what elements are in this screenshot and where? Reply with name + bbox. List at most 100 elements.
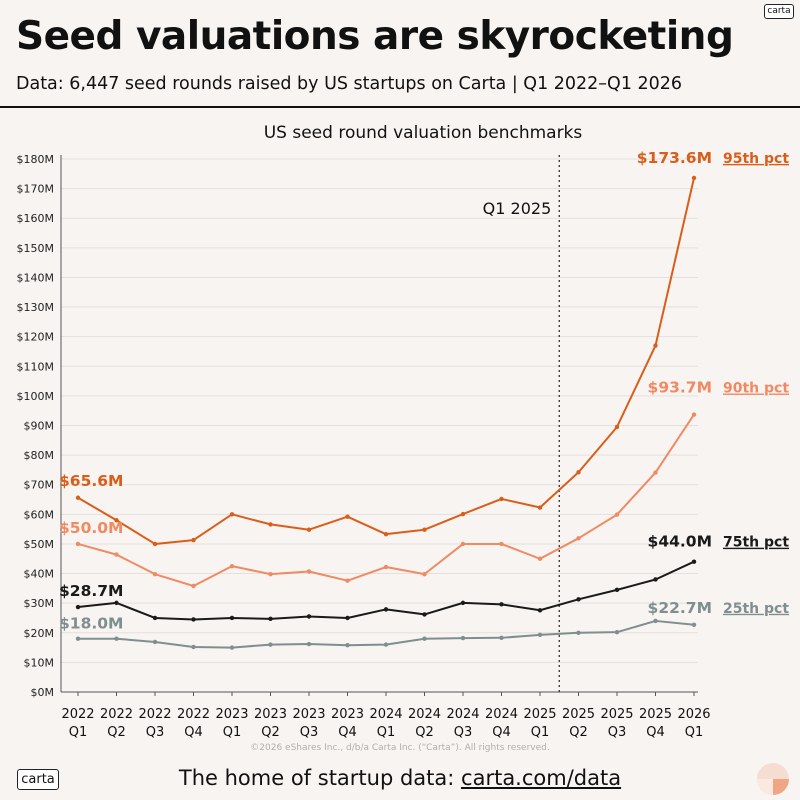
annotation-label: Q1 2025	[483, 199, 552, 218]
data-point-p95	[499, 496, 504, 502]
x-tick-year: 2023	[331, 707, 364, 722]
data-point-p95	[691, 175, 697, 181]
y-tick-label: $130M	[17, 301, 55, 314]
x-tick-quarter: Q1	[685, 725, 704, 740]
carta-logo-bottom: carta	[17, 769, 59, 790]
y-tick-label: $110M	[17, 360, 55, 373]
x-tick-quarter: Q2	[261, 725, 280, 740]
start-label-p75: $28.7M	[59, 582, 123, 600]
end-label-p75: $44.0M	[648, 533, 712, 551]
data-point-p25	[75, 636, 81, 641]
data-point-p25	[306, 641, 312, 647]
x-tick-quarter: Q2	[569, 725, 588, 740]
data-point-p95	[75, 495, 81, 500]
x-tick-quarter: Q3	[454, 725, 473, 740]
data-point-p95	[460, 511, 466, 517]
data-point-p25	[576, 630, 581, 635]
y-tick-label: $170M	[17, 183, 55, 196]
grid-lines	[60, 155, 698, 693]
x-tick-year: 2025	[562, 707, 595, 722]
y-tick-label: $180M	[17, 153, 55, 166]
x-tick-quarter: Q4	[646, 725, 665, 740]
y-tick-label: $10M	[24, 656, 55, 669]
data-point-p75	[229, 615, 235, 621]
end-label-p95: $173.6M	[637, 149, 712, 167]
x-tick-year: 2022	[138, 707, 171, 722]
data-point-p90	[191, 583, 196, 589]
data-point-p90	[268, 571, 273, 577]
x-tick-year: 2024	[446, 707, 479, 722]
x-axis-ticks: 2022 Q1 2022 Q2 2022 Q3 2022 Q4 2023 Q1 2023 Q2 2023…	[61, 692, 711, 740]
y-tick-label: $50M	[24, 538, 55, 551]
page-title: Seed valuations are skyrocketing	[16, 14, 734, 59]
page-subtitle: Data: 6,447 seed rounds raised by US sta…	[16, 74, 683, 94]
data-point-p90	[345, 578, 350, 583]
series-line-p95	[77, 177, 695, 545]
data-point-p95	[191, 537, 196, 543]
y-tick-label: $20M	[24, 627, 55, 640]
x-tick-year: 2024	[408, 707, 441, 722]
data-point-p25	[653, 618, 658, 624]
y-tick-label: $140M	[17, 271, 55, 284]
data-point-p25	[499, 635, 504, 641]
data-point-p75	[537, 608, 543, 613]
y-tick-label: $120M	[17, 331, 55, 344]
data-point-p90	[537, 556, 543, 561]
x-tick-year: 2024	[485, 707, 518, 722]
series-name-p95: 95th pct	[723, 151, 789, 167]
carta-logo-top: carta	[764, 4, 794, 19]
data-point-p25	[345, 643, 350, 648]
copyright-notice: ©2026 eShares Inc., d/b/a Carta Inc. (“C…	[250, 743, 550, 753]
series-name-p25: 25th pct	[723, 601, 789, 617]
data-point-p90	[422, 571, 427, 577]
data-point-p90	[576, 536, 581, 541]
data-point-p95	[653, 343, 658, 348]
data-point-p90	[499, 541, 504, 547]
data-point-p75	[268, 616, 273, 622]
data-point-p25	[152, 639, 158, 645]
x-tick-quarter: Q2	[107, 725, 126, 740]
data-point-p75	[691, 559, 697, 564]
y-tick-label: $40M	[24, 568, 55, 581]
x-tick-quarter: Q1	[223, 725, 242, 740]
data-point-p95	[152, 541, 158, 547]
x-tick-year: 2023	[215, 707, 248, 722]
data-point-p95	[114, 518, 119, 523]
x-tick-year: 2025	[639, 707, 672, 722]
data-point-p25	[229, 645, 235, 650]
q1-2025-annotation: Q1 2025	[483, 155, 560, 692]
data-point-p25	[691, 622, 697, 627]
data-point-p75	[345, 615, 350, 621]
x-tick-quarter: Q4	[184, 725, 203, 740]
x-tick-year: 2022	[100, 707, 133, 722]
chart-title: US seed round valuation benchmarks	[264, 123, 583, 143]
data-point-p95	[268, 522, 273, 527]
start-label-p25: $18.0M	[59, 615, 123, 633]
data-point-p95	[576, 470, 581, 475]
data-point-p95	[345, 514, 350, 519]
x-tick-year: 2022	[61, 707, 94, 722]
start-label-p95: $65.6M	[59, 472, 123, 490]
y-tick-label: $150M	[17, 242, 55, 255]
data-point-p25	[537, 632, 543, 638]
start-label-p90: $50.0M	[59, 519, 123, 537]
x-tick-quarter: Q1	[531, 725, 550, 740]
data-point-p95	[383, 531, 389, 537]
y-tick-label: $70M	[24, 479, 55, 492]
series-name-p90: 90th pct	[723, 381, 789, 397]
data-point-p75	[114, 600, 119, 606]
data-point-p90	[114, 552, 119, 557]
x-tick-quarter: Q3	[300, 725, 319, 740]
x-tick-year: 2023	[254, 707, 287, 722]
x-tick-quarter: Q2	[415, 725, 434, 740]
data-point-p75	[75, 604, 81, 610]
carta-data-link[interactable]: carta.com/data	[461, 766, 622, 790]
data-point-p25	[268, 642, 273, 647]
data-point-p25	[460, 635, 466, 641]
data-point-p90	[691, 412, 697, 417]
data-point-p90	[306, 569, 312, 574]
data-point-p75	[383, 607, 389, 612]
footer-tagline-text: The home of startup data:	[178, 766, 462, 790]
data-point-p95	[306, 527, 312, 532]
data-point-p75	[614, 587, 620, 593]
